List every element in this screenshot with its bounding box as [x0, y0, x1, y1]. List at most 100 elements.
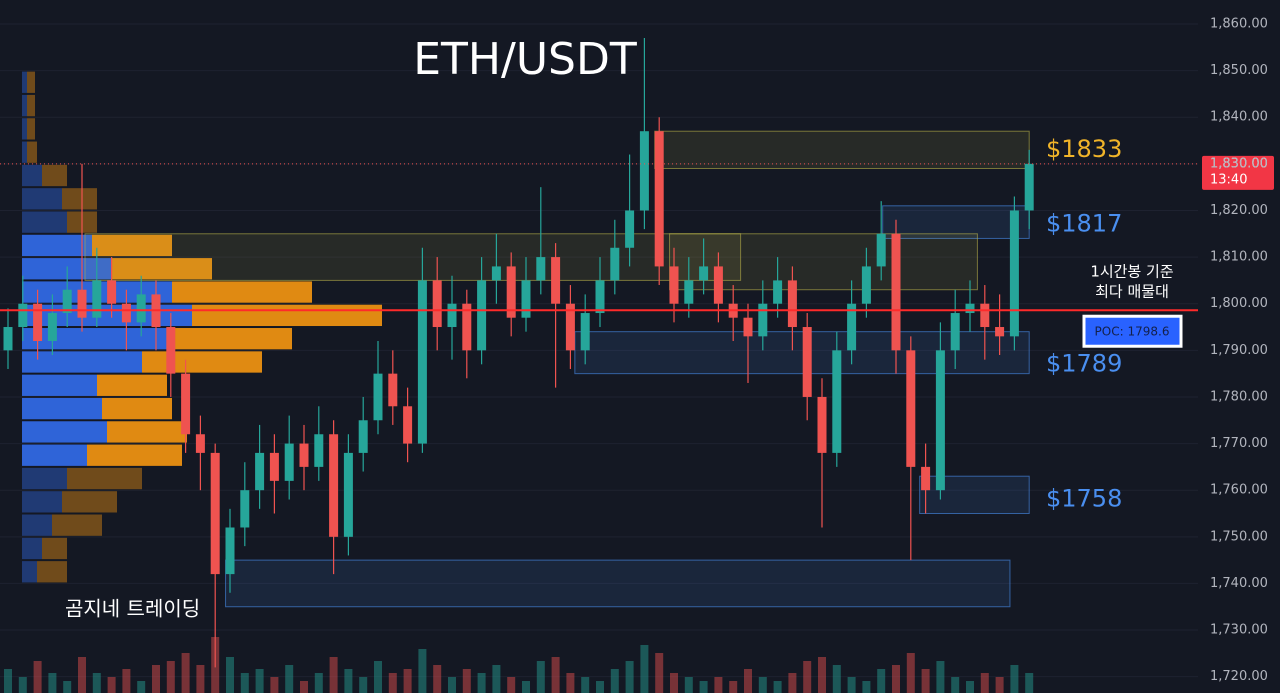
candle-body: [18, 303, 28, 328]
volume-bar: [388, 673, 397, 693]
y-tick-label: 1,750.00: [1210, 529, 1268, 544]
candle-body: [343, 452, 353, 537]
volume-bar: [314, 673, 323, 693]
profile-buy: [22, 537, 42, 560]
volume-bar: [477, 673, 486, 693]
volume-bar: [995, 677, 1004, 693]
profile-sell: [87, 444, 182, 466]
profile-sell: [97, 374, 167, 396]
candles: [3, 37, 1034, 668]
volume-bar: [166, 661, 175, 693]
volume-bar: [329, 657, 338, 693]
y-tick-label: 1,760.00: [1210, 483, 1268, 498]
volume-bar: [374, 661, 382, 693]
level-label: $1817: [1046, 209, 1122, 237]
volume-bar: [1025, 673, 1034, 693]
candle-body: [861, 266, 871, 304]
profile-sell: [27, 94, 35, 117]
y-tick-label: 1,820.00: [1210, 203, 1268, 218]
candle-body: [181, 373, 191, 435]
volume-bar: [788, 673, 797, 693]
profile-sell: [27, 71, 35, 93]
volume-bar: [92, 673, 101, 693]
candle-body: [536, 257, 546, 281]
volume-bar: [714, 677, 723, 693]
candle-body: [358, 420, 368, 453]
profile-sell: [52, 514, 102, 536]
candle-body: [787, 280, 797, 328]
volume-bar: [462, 669, 471, 693]
zone: [882, 205, 1030, 239]
volume-bar: [966, 681, 974, 693]
volume-bar: [18, 677, 27, 693]
candle-body: [107, 280, 117, 304]
candle-body: [329, 434, 339, 537]
volume-bar: [522, 681, 530, 693]
candle-body: [432, 280, 442, 328]
candle-body: [906, 350, 916, 467]
profile-buy: [22, 141, 27, 163]
volume-bar: [403, 669, 412, 693]
y-tick-label: 1,850.00: [1210, 63, 1268, 78]
candle-body: [980, 303, 990, 328]
candle-body: [388, 373, 398, 407]
volume-bar: [492, 665, 501, 693]
y-tick-label: 1,770.00: [1210, 436, 1268, 451]
volume-bar: [107, 677, 116, 693]
candle-body: [1024, 163, 1034, 211]
candle-body: [817, 396, 827, 453]
profile-buy: [22, 188, 62, 210]
y-tick-label: 1,830.00: [1210, 156, 1268, 171]
candle-body: [299, 443, 309, 467]
candle-body: [284, 443, 294, 481]
candle-body: [713, 266, 723, 304]
profile-buy: [22, 118, 27, 140]
volume-bar: [581, 677, 590, 693]
volume-bar: [699, 681, 708, 693]
profile-buy: [22, 444, 87, 466]
volume-bar: [255, 669, 264, 693]
countdown-label: 13:40: [1210, 172, 1247, 187]
candle-body: [595, 280, 605, 314]
volume-bar: [936, 661, 945, 693]
profile-buy: [22, 211, 67, 233]
level-label: $1833: [1046, 135, 1122, 163]
profile-buy: [22, 467, 67, 490]
volume-bar: [78, 657, 86, 693]
candle-body: [210, 452, 220, 575]
candle-body: [477, 280, 487, 351]
volume-bar: [670, 673, 678, 693]
level-label: $1758: [1046, 485, 1122, 513]
candle-body: [995, 327, 1005, 337]
grid: [0, 23, 1198, 678]
volume-bar: [892, 665, 900, 693]
candle-body: [669, 266, 679, 304]
profile-sell: [112, 258, 212, 280]
y-tick-label: 1,840.00: [1210, 110, 1268, 125]
candle-body: [77, 289, 87, 318]
zone: [225, 559, 1011, 608]
candle-body: [373, 373, 383, 421]
profile-buy: [22, 374, 97, 396]
candle-body: [639, 131, 649, 211]
profile-sell: [67, 467, 142, 490]
volume-bar: [300, 681, 308, 693]
volume-bar: [285, 665, 294, 693]
volume-bar: [507, 677, 516, 693]
candle-body: [891, 233, 901, 351]
poc-label: POC: 1798.6: [1095, 325, 1170, 339]
volume-bar: [596, 681, 604, 693]
candle-body: [684, 280, 694, 304]
last-price-box: [1202, 155, 1274, 190]
candle-body: [965, 303, 975, 314]
volume-bar: [832, 665, 841, 693]
candle-body: [654, 131, 664, 267]
candle-body: [521, 280, 531, 318]
profile-buy: [22, 234, 92, 257]
candle-body: [121, 303, 131, 323]
y-tick-label: 1,800.00: [1210, 296, 1268, 311]
poc-box: [1082, 314, 1183, 348]
profile-sell: [142, 351, 262, 373]
candle-body: [921, 466, 931, 491]
